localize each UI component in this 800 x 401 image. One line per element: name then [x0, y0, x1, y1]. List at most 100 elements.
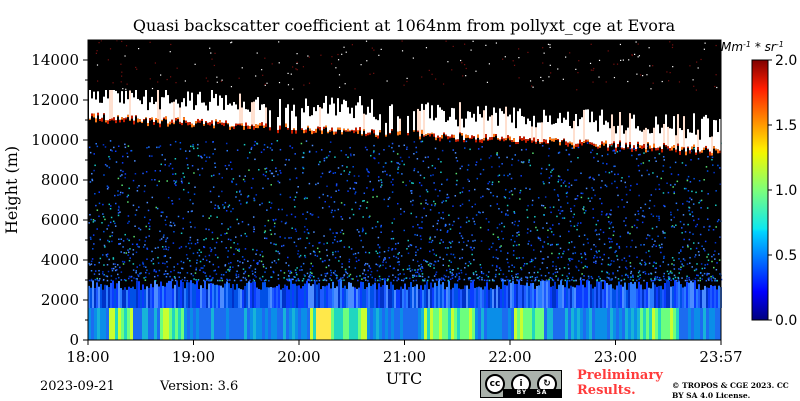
- noise-speck: [273, 243, 275, 245]
- noise-speck: [648, 207, 651, 210]
- noise-speck: [462, 187, 465, 189]
- aerosol-layer-cell: [648, 287, 650, 308]
- aerosol-layer-cell: [544, 280, 546, 308]
- noise-speck: [195, 267, 198, 269]
- boundary-layer-cell: [454, 308, 457, 340]
- noise-speck: [631, 154, 633, 157]
- cirrus-cell: [715, 120, 717, 149]
- boundary-layer-cell: [328, 308, 331, 340]
- noise-speck: [225, 142, 228, 145]
- noise-speck: [278, 181, 281, 184]
- noise-speck: [542, 181, 545, 183]
- noise-speck: [328, 171, 331, 173]
- boundary-layer-cell: [175, 308, 178, 340]
- noise-speck: [146, 269, 148, 271]
- noise-speck: [432, 249, 434, 251]
- noise-speck: [627, 80, 629, 83]
- aerosol-layer-cell: [472, 280, 474, 308]
- cirrus-edge-cell: [471, 135, 473, 139]
- noise-speck: [667, 191, 670, 194]
- noise-speck: [557, 277, 559, 280]
- cirrus-edge-cell: [533, 137, 535, 142]
- noise-speck: [611, 278, 613, 280]
- cirrus-cell: [129, 90, 131, 120]
- noise-speck: [455, 172, 458, 175]
- noise-speck: [260, 260, 263, 263]
- cirrus-cell: [333, 103, 335, 132]
- aerosol-layer-cell: [232, 284, 234, 308]
- noise-speck: [176, 263, 179, 265]
- noise-speck: [638, 270, 641, 272]
- noise-speck: [297, 186, 299, 188]
- cirrus-edge-cell: [355, 127, 357, 132]
- noise-speck: [368, 251, 371, 254]
- noise-speck: [412, 279, 415, 282]
- boundary-layer-cell: [223, 308, 226, 340]
- cirrus-edge-cell: [689, 150, 691, 154]
- noise-speck: [92, 219, 95, 221]
- noise-speck: [182, 227, 184, 230]
- noise-speck: [514, 187, 516, 190]
- cirrus-cell: [475, 121, 477, 140]
- noise-speck: [171, 167, 174, 170]
- noise-speck: [155, 270, 157, 273]
- noise-speck: [194, 272, 197, 274]
- cirrus-cell: [541, 122, 543, 143]
- noise-speck: [648, 262, 651, 265]
- noise-speck: [203, 265, 206, 267]
- cirrus-cell: [389, 105, 391, 133]
- noise-speck: [211, 238, 214, 240]
- noise-speck: [217, 266, 220, 268]
- noise-speck: [541, 204, 543, 207]
- noise-speck: [106, 228, 108, 230]
- noise-speck: [214, 207, 216, 210]
- noise-speck: [112, 258, 115, 260]
- noise-speck: [345, 154, 347, 156]
- noise-speck: [488, 188, 490, 191]
- noise-speck: [559, 212, 561, 215]
- cirrus-edge-cell: [245, 122, 247, 126]
- noise-speck: [661, 80, 663, 83]
- cirrus-cell: [365, 114, 367, 134]
- noise-speck: [189, 199, 192, 201]
- noise-speck: [372, 188, 375, 191]
- noise-speck: [340, 202, 343, 204]
- noise-speck: [255, 75, 257, 77]
- noise-speck: [115, 161, 118, 163]
- noise-speck: [542, 62, 544, 64]
- cirrus-edge-cell: [435, 137, 437, 141]
- noise-speck: [523, 263, 526, 265]
- cc-license-badge[interactable]: cc i ↻ BY SA: [480, 370, 562, 398]
- noise-speck: [664, 232, 666, 234]
- noise-speck: [546, 279, 548, 282]
- noise-speck: [488, 221, 490, 223]
- y-tick-label: 2000: [41, 291, 79, 309]
- noise-speck: [321, 172, 324, 175]
- noise-speck: [518, 220, 520, 222]
- noise-speck: [130, 150, 132, 152]
- noise-speck: [682, 214, 685, 216]
- noise-speck: [132, 204, 135, 207]
- noise-speck: [89, 151, 92, 154]
- noise-speck: [570, 160, 572, 163]
- cirrus-cell: [103, 96, 105, 114]
- aerosol-layer-cell: [240, 289, 242, 308]
- noise-speck: [300, 265, 302, 268]
- cirrus-edge-cell: [143, 119, 145, 121]
- noise-speck: [562, 252, 564, 255]
- noise-speck: [549, 44, 551, 46]
- noise-speck: [672, 186, 674, 188]
- noise-speck: [644, 272, 647, 275]
- noise-speck: [424, 156, 427, 159]
- noise-speck: [372, 189, 374, 191]
- noise-speck: [189, 259, 191, 262]
- aerosol-layer-cell: [682, 287, 684, 308]
- noise-speck: [125, 45, 128, 47]
- noise-speck: [224, 164, 227, 167]
- noise-speck: [112, 82, 114, 84]
- boundary-layer-cell: [88, 308, 91, 340]
- noise-speck: [433, 200, 435, 203]
- noise-speck: [102, 254, 104, 256]
- cirrus-edge-cell: [277, 129, 279, 134]
- noise-speck: [253, 230, 255, 233]
